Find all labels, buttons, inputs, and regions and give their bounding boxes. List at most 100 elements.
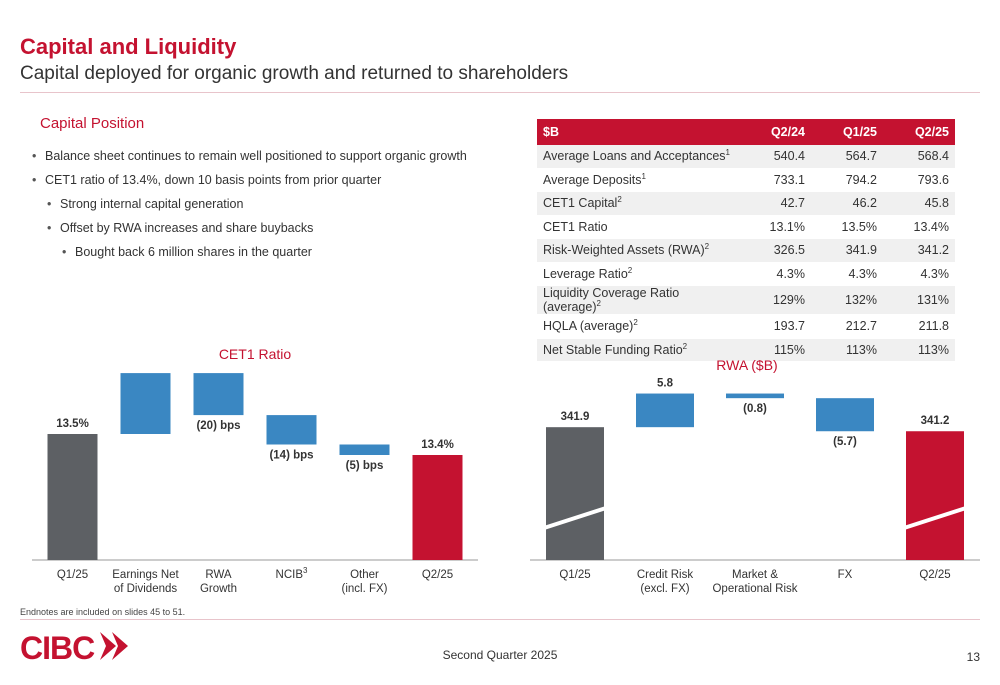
bullet-item: Bought back 6 million shares in the quar…	[62, 244, 467, 268]
waterfall-bar	[193, 373, 244, 416]
table-cell: 564.7	[811, 145, 883, 169]
table-cell: 341.9	[811, 238, 883, 263]
table-cell: 193.7	[739, 314, 811, 339]
category-label-text: Other	[350, 569, 379, 581]
row-label-text: CET1 Capital	[543, 196, 618, 211]
page-title: Capital and Liquidity	[20, 34, 237, 59]
data-label: (20) bps	[196, 420, 240, 432]
row-label-text: Liquidity Coverage Ratio (average)	[543, 286, 680, 314]
category-label: NCIB3	[276, 566, 308, 581]
category-label-text: Growth	[200, 583, 237, 595]
category-label-text: Credit Risk	[637, 569, 693, 581]
endnote-superscript: 1	[641, 171, 646, 181]
table-header-cell: Q1/25	[811, 119, 883, 145]
data-label: (14) bps	[269, 450, 313, 462]
table-header-row: $B Q2/24 Q1/25 Q2/25	[537, 119, 955, 145]
cibc-logo-mark	[100, 632, 128, 660]
waterfall-bar	[266, 415, 317, 445]
axis-break-mark	[543, 506, 607, 530]
category-label: RWA	[205, 569, 232, 581]
table-row-label: CET1 Ratio	[537, 215, 739, 239]
table-cell: 13.1%	[739, 215, 811, 239]
waterfall-bar	[726, 393, 784, 399]
table-row-label: Liquidity Coverage Ratio (average)2	[537, 285, 739, 315]
axis-break-mark	[903, 506, 967, 530]
table-cell: 733.1	[739, 168, 811, 192]
table-row-label: Leverage Ratio2	[537, 262, 739, 286]
page-number: 13	[966, 650, 980, 664]
data-label: 341.9	[561, 411, 590, 423]
table-cell: 113%	[883, 338, 955, 362]
category-label: (excl. FX)	[640, 583, 689, 595]
table-cell: 568.4	[883, 145, 955, 169]
table-cell: 212.7	[811, 314, 883, 339]
data-label: 341.2	[921, 415, 950, 427]
category-label-text: Q1/25	[559, 569, 590, 581]
endnote-superscript: 1	[725, 148, 730, 158]
endnote-superscript: 2	[704, 242, 710, 252]
endnote-superscript: 2	[617, 195, 622, 205]
table-header-cell: Q2/25	[883, 119, 955, 145]
data-label: 13.4%	[421, 439, 454, 451]
table-row-label: Average Deposits1	[537, 168, 739, 192]
category-label: (incl. FX)	[342, 583, 388, 595]
footer-quarter: Second Quarter 2025	[442, 648, 558, 662]
waterfall-bar	[546, 427, 604, 560]
category-label-text: of Dividends	[114, 583, 178, 595]
waterfall-bar	[816, 398, 874, 432]
waterfall-bar	[47, 434, 98, 560]
table-cell: 131%	[883, 285, 955, 315]
category-label: Q2/25	[422, 569, 453, 581]
table-cell: 45.8	[883, 191, 955, 216]
table-cell: 326.5	[739, 238, 811, 263]
category-label-text: Q2/25	[919, 569, 950, 581]
data-label: (0.8)	[743, 403, 767, 415]
table-row: Average Loans and Acceptances1 540.4 564.7…	[537, 145, 955, 169]
table-cell: 42.7	[739, 191, 811, 216]
category-label: Q2/25	[919, 569, 950, 581]
table-row-label: HQLA (average)2	[537, 314, 739, 339]
category-label-text: Market &	[732, 569, 778, 581]
row-label-text: Net Stable Funding Ratio	[543, 342, 683, 357]
category-label-text: Q2/25	[422, 569, 453, 581]
table-row-label: CET1 Capital2	[537, 191, 739, 216]
table-cell: 46.2	[811, 191, 883, 216]
table-cell: 129%	[739, 285, 811, 315]
waterfall-bar	[636, 393, 694, 428]
table-row: CET1 Capital2 42.7 46.2 45.8	[537, 191, 955, 216]
table-row: Net Stable Funding Ratio2 115% 113% 113%	[537, 338, 955, 362]
category-label: of Dividends	[114, 583, 178, 595]
rwa-chart-title: RWA ($B)	[716, 357, 778, 373]
data-label: 13.5%	[56, 418, 89, 430]
category-label: Market &	[732, 569, 778, 581]
category-label: Operational Risk	[712, 583, 797, 595]
table-cell: 4.3%	[883, 262, 955, 286]
table-row-label: Risk-Weighted Assets (RWA)2	[537, 238, 739, 263]
rwa-waterfall-chart: 341.9 Q1/25 5.8 Credit Risk (excl. FX) (0.8) M…	[530, 378, 980, 595]
bullet-item: Balance sheet continues to remain well p…	[32, 148, 467, 172]
table-row: Liquidity Coverage Ratio (average)2 129% 1…	[537, 285, 955, 315]
data-label: (5.7)	[833, 436, 857, 448]
table-row: Average Deposits1 733.1 794.2 793.6	[537, 168, 955, 192]
capital-position-heading: Capital Position	[40, 115, 145, 132]
category-label-text: RWA	[205, 569, 232, 581]
category-label-text: NCIB	[276, 569, 304, 581]
table-cell: 4.3%	[739, 262, 811, 286]
category-label: Earnings Net	[112, 569, 179, 581]
table-cell: 113%	[811, 338, 883, 362]
waterfall-bar	[339, 444, 390, 455]
footer-divider	[20, 619, 980, 620]
data-label: (5) bps	[346, 460, 384, 472]
endnote-superscript: 2	[596, 298, 601, 308]
cibc-logo: CIBC	[20, 630, 128, 664]
category-superscript: 3	[303, 566, 308, 575]
table-row-label: Net Stable Funding Ratio2	[537, 338, 739, 362]
waterfall-bar	[120, 373, 171, 434]
category-label: Credit Risk	[637, 569, 693, 581]
endnote-superscript: 2	[682, 341, 688, 351]
table-cell: 540.4	[739, 145, 811, 169]
category-label-text: (incl. FX)	[342, 583, 388, 595]
category-label-text: Q1/25	[57, 569, 88, 581]
table-cell: 115%	[739, 338, 811, 362]
